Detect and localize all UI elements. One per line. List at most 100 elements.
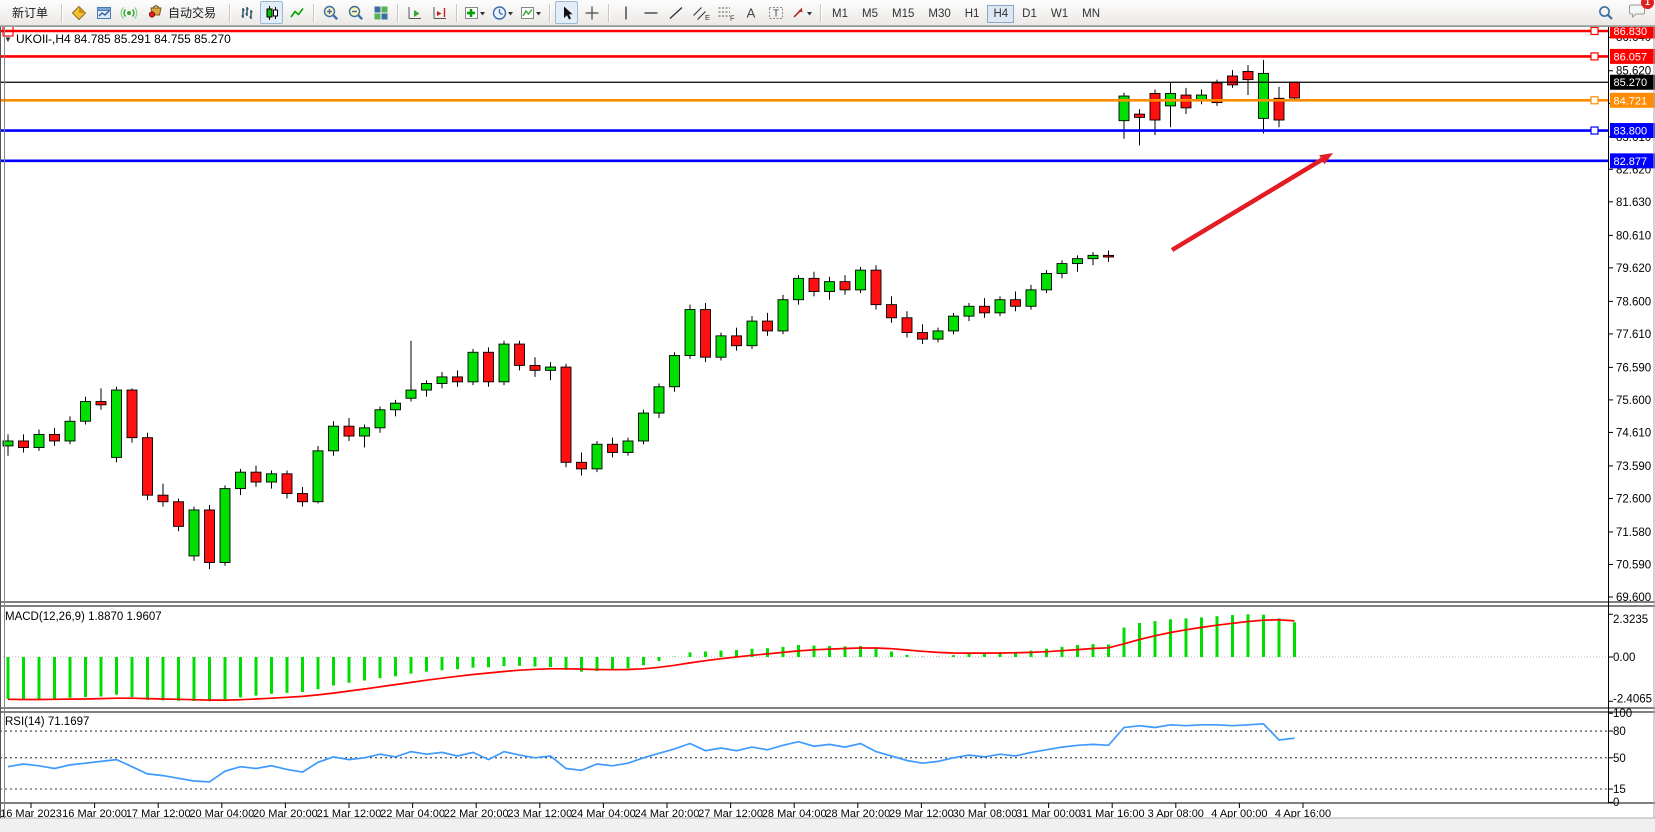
toolbar-separator bbox=[229, 3, 231, 22]
macd-label: MACD(12,26,9) 1.8870 1.9607 bbox=[5, 611, 162, 623]
line-drag-handle[interactable] bbox=[1590, 96, 1599, 105]
candle bbox=[142, 437, 153, 496]
bar-chart-icon[interactable] bbox=[235, 1, 258, 24]
candle bbox=[1010, 299, 1021, 307]
price-tick-label: 77.610 bbox=[1616, 329, 1651, 341]
timeframe-mn[interactable]: MN bbox=[1082, 7, 1100, 20]
timeframe-m15[interactable]: M15 bbox=[892, 7, 915, 20]
price-tick-label: 75.600 bbox=[1616, 395, 1651, 407]
candle bbox=[824, 281, 835, 292]
candle bbox=[173, 501, 184, 527]
candle bbox=[839, 281, 851, 291]
data-window-icon[interactable] bbox=[92, 1, 115, 24]
market-watch-icon[interactable] bbox=[67, 1, 90, 24]
arrows-icon[interactable] bbox=[789, 1, 815, 24]
equidistant-channel-icon[interactable]: E bbox=[689, 1, 712, 24]
macd-axis-label: -2.4065 bbox=[1613, 693, 1652, 705]
candle bbox=[1025, 289, 1037, 307]
text-t-glyph: T bbox=[772, 8, 778, 19]
timeframe-m1[interactable]: M1 bbox=[832, 7, 849, 20]
price-badge-label: 86.057 bbox=[1614, 51, 1648, 63]
fibonacci-icon[interactable]: F bbox=[714, 1, 737, 24]
autotrading-button[interactable]: 自动交易 bbox=[142, 1, 224, 24]
candle bbox=[1118, 95, 1130, 122]
status-strip bbox=[0, 818, 1655, 827]
candle bbox=[235, 471, 246, 490]
time-tick-label: 17 Mar 12:00 bbox=[126, 808, 191, 820]
price-tick-label: 80.610 bbox=[1616, 230, 1651, 242]
macd-signal-line bbox=[7, 618, 1295, 701]
vertical-line-icon[interactable] bbox=[614, 1, 637, 24]
periods-clock-icon[interactable] bbox=[490, 1, 516, 24]
candle bbox=[777, 299, 789, 332]
annotation-arrow[interactable] bbox=[1170, 157, 1324, 252]
candle bbox=[498, 343, 510, 383]
candle bbox=[1227, 75, 1238, 86]
macd-layer bbox=[6, 614, 1296, 702]
line-chart-icon[interactable] bbox=[285, 1, 308, 24]
add-indicator-icon[interactable] bbox=[462, 1, 488, 24]
new-order-button[interactable]: 新订单 bbox=[4, 1, 56, 24]
line-drag-handle[interactable] bbox=[1590, 126, 1599, 135]
candle bbox=[994, 299, 1006, 314]
chat-button[interactable]: 1 bbox=[1628, 0, 1654, 24]
timeframe-m30[interactable]: M30 bbox=[928, 7, 951, 20]
signals-icon[interactable] bbox=[117, 1, 140, 24]
time-tick-label: 23 Mar 12:00 bbox=[507, 808, 572, 820]
tile-windows-icon[interactable] bbox=[369, 1, 392, 24]
candle bbox=[560, 366, 572, 463]
candle bbox=[436, 376, 448, 384]
new-order-label: 新订单 bbox=[12, 6, 49, 20]
chart-title-marker: ▼ bbox=[4, 35, 12, 44]
line-drag-handle[interactable] bbox=[1590, 52, 1599, 61]
auto-scroll-icon[interactable] bbox=[403, 1, 426, 24]
timeframe-d1[interactable]: D1 bbox=[1022, 7, 1037, 20]
zoom-in-icon[interactable] bbox=[319, 1, 342, 24]
candlestick-chart-icon[interactable] bbox=[260, 1, 284, 24]
candle bbox=[638, 412, 649, 442]
candle bbox=[250, 471, 262, 483]
candle bbox=[33, 433, 45, 448]
time-tick-label: 20 Mar 04:00 bbox=[189, 808, 254, 820]
candle bbox=[700, 309, 711, 358]
text-label-icon[interactable]: T bbox=[764, 1, 787, 24]
candle bbox=[1289, 81, 1300, 99]
line-drag-handle[interactable] bbox=[1590, 26, 1599, 36]
cursor-arrow-icon[interactable] bbox=[555, 1, 579, 24]
time-tick-label: 4 Apr 16:00 bbox=[1275, 808, 1331, 820]
rsi-label: RSI(14) 71.1697 bbox=[5, 716, 89, 728]
notification-badge: 1 bbox=[1641, 0, 1654, 9]
candle bbox=[855, 269, 866, 291]
timeframe-w1[interactable]: W1 bbox=[1050, 7, 1069, 20]
toolbar-separator bbox=[456, 3, 458, 22]
candle bbox=[948, 315, 959, 332]
candle bbox=[95, 401, 107, 406]
zoom-out-icon[interactable] bbox=[344, 1, 367, 24]
candle bbox=[1103, 254, 1114, 258]
rsi-axis-label: 15 bbox=[1613, 784, 1626, 796]
candle bbox=[545, 366, 556, 371]
candle bbox=[18, 440, 29, 448]
time-tick-label: 4 Apr 00:00 bbox=[1211, 808, 1267, 820]
candle bbox=[669, 355, 680, 388]
price-badge bbox=[1610, 48, 1655, 64]
horizontal-line-icon[interactable] bbox=[639, 1, 662, 24]
time-tick-label: 24 Mar 20:00 bbox=[635, 808, 700, 820]
timeframe-h1[interactable]: H1 bbox=[964, 7, 980, 20]
time-tick-label: 27 Mar 12:00 bbox=[698, 808, 763, 820]
candle bbox=[266, 473, 277, 483]
search-icon[interactable] bbox=[1594, 1, 1617, 24]
timeframe-h4[interactable]: H4 bbox=[987, 4, 1015, 23]
trend-line-icon[interactable] bbox=[664, 1, 687, 24]
chart-shift-icon[interactable] bbox=[428, 1, 451, 24]
chart-background[interactable] bbox=[0, 26, 1655, 818]
candle bbox=[808, 277, 820, 292]
annotation-arrow-head[interactable] bbox=[1319, 153, 1333, 165]
text-icon[interactable]: A bbox=[739, 1, 762, 24]
price-chart[interactable]: 86.64085.62084.63083.61082.62081.63080.6… bbox=[0, 23, 1655, 827]
crosshair-icon[interactable] bbox=[580, 1, 603, 24]
toolbar-separator bbox=[397, 3, 399, 22]
price-badge bbox=[1610, 153, 1655, 169]
timeframe-m5[interactable]: M5 bbox=[862, 7, 878, 20]
template-icon[interactable] bbox=[518, 1, 544, 24]
